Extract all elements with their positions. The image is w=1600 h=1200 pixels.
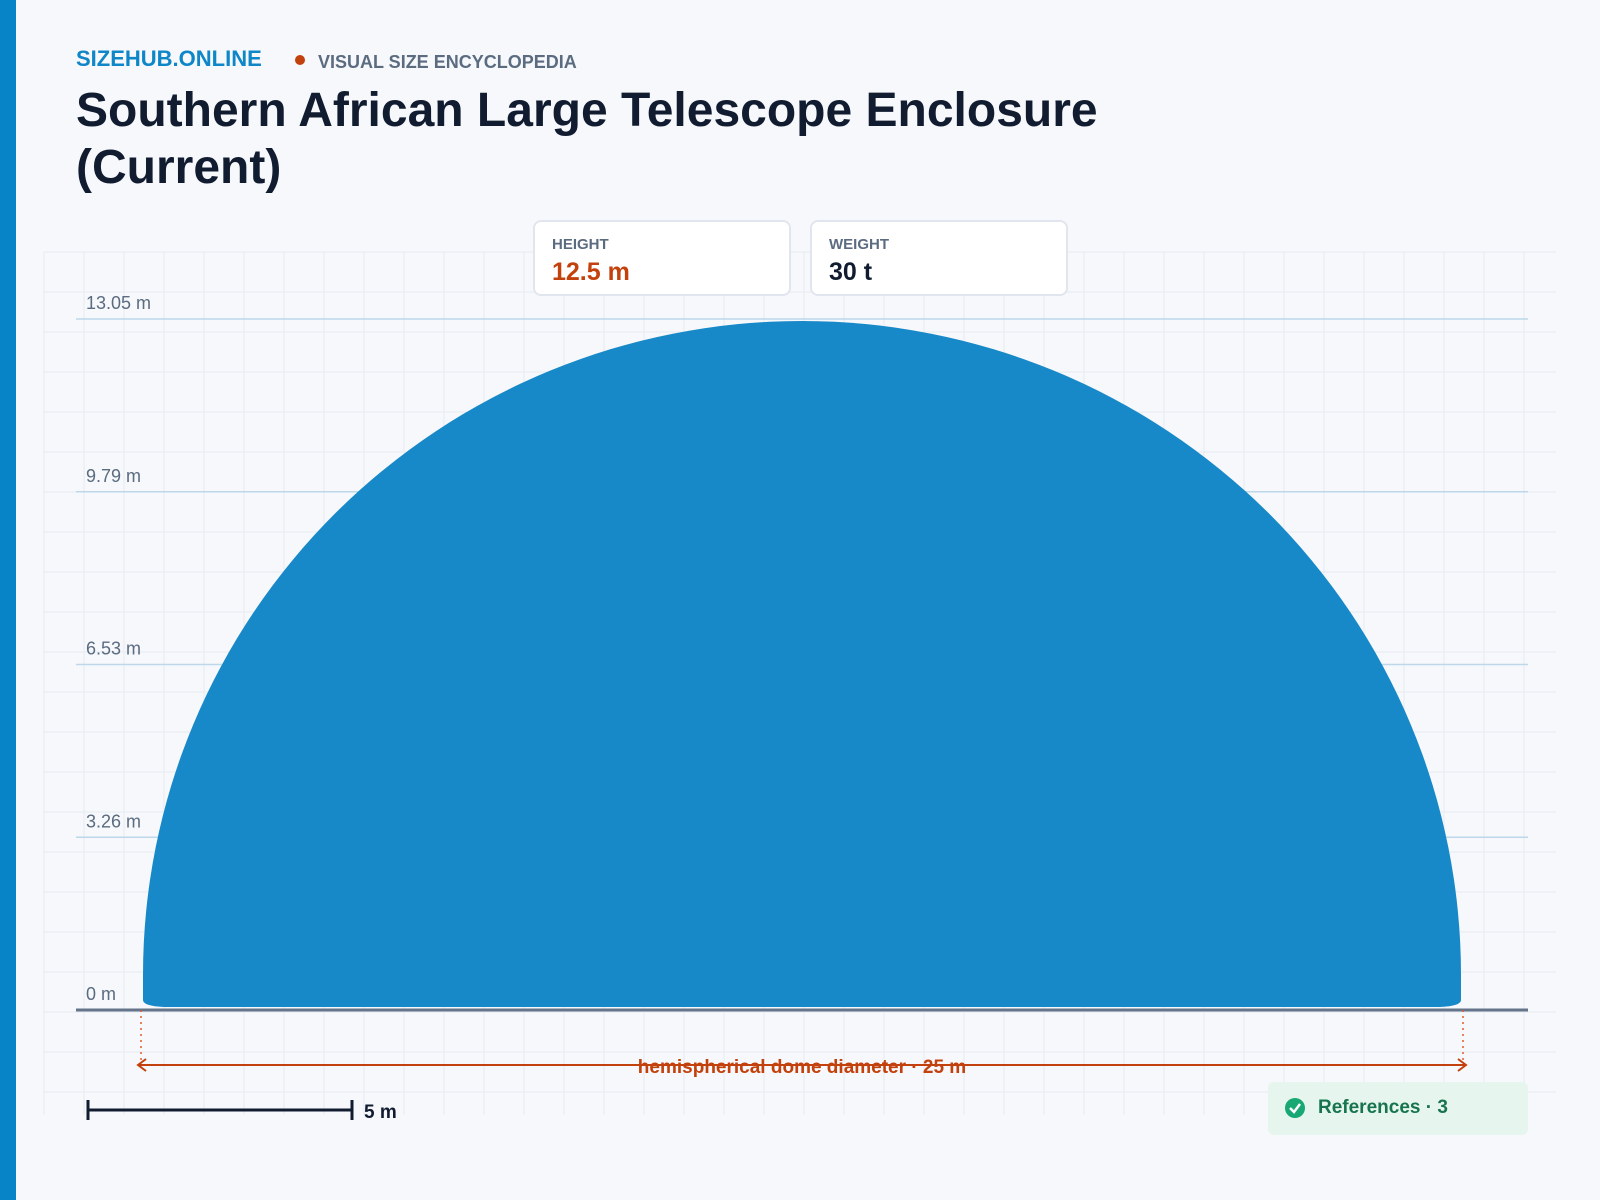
stat-value: 12.5 m [552, 258, 630, 286]
stat-card: WEIGHT 30 t [810, 220, 1068, 296]
level-label: 13.05 m [86, 293, 151, 313]
stat-label: HEIGHT [552, 236, 609, 253]
brand[interactable]: SIZEHUB.ONLINE [76, 46, 262, 71]
scale-bar-label: 5 m [364, 1102, 397, 1123]
stat-label: WEIGHT [829, 236, 889, 253]
level-label: 0 m [86, 984, 116, 1004]
references-label[interactable]: References · 3 [1318, 1097, 1448, 1118]
stat-value: 30 t [829, 258, 873, 286]
level-label: 9.79 m [86, 466, 141, 486]
stat-card: HEIGHT 12.5 m [533, 220, 791, 296]
dome-silhouette [143, 321, 1461, 1007]
check-icon [1285, 1098, 1305, 1118]
level-label: 6.53 m [86, 639, 141, 659]
level-label: 3.26 m [86, 811, 141, 831]
references-button[interactable]: References · 3 [1268, 1082, 1528, 1135]
side-bar [0, 0, 16, 1200]
separator-dot [295, 55, 305, 65]
dimension-label: hemispherical dome diameter · 25 m [638, 1057, 966, 1078]
dimension-arrows [136, 1058, 1468, 1072]
tagline: VISUAL SIZE ENCYCLOPEDIA [318, 52, 577, 72]
scale-bar [86, 1100, 354, 1120]
page-title: Southern African Large Telescope Enclosu… [76, 84, 1098, 194]
